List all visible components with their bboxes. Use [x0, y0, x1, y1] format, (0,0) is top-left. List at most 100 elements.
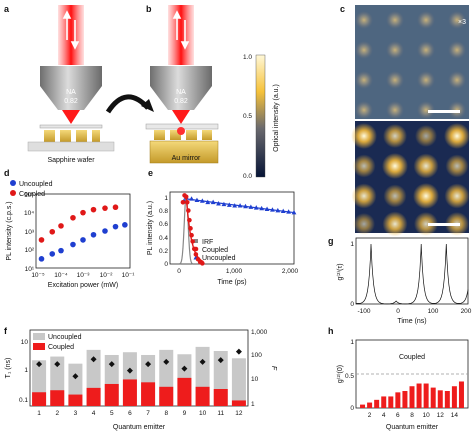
- y2-tick-label: 10: [251, 376, 259, 383]
- emitter-spot: [415, 125, 437, 147]
- spot-grid-bottom: [351, 123, 470, 237]
- panel-e: e 1 0.8 0.6 0.4 0.2 0 0 1,000 2,000 Time…: [147, 168, 299, 286]
- x-tick-label: 9: [183, 410, 187, 417]
- emitter-spot: [448, 41, 466, 59]
- emitter-spot: [444, 123, 470, 149]
- data-point-coupled: [189, 232, 194, 238]
- data-point-coupled: [187, 217, 192, 223]
- panel-g: g 1 0 -100 0 100 200 Time (ns) g⁽²⁾(τ): [328, 236, 472, 325]
- purcell-factor-marker: [108, 361, 115, 368]
- axes-frame: [169, 191, 295, 265]
- x-tick-label: 12: [437, 412, 445, 419]
- x-axis-label: Excitation power (mW): [48, 282, 118, 289]
- data-point-coupled: [38, 237, 45, 243]
- emitter-spot: [351, 183, 377, 209]
- legend-marker-irf: [194, 239, 198, 243]
- y-tick-label: 0.4: [159, 235, 168, 242]
- data-point-coupled: [112, 204, 119, 211]
- emitter-spot: [417, 71, 435, 89]
- emitter-spot: [413, 153, 439, 179]
- substrate-label-a: Sapphire wafer: [47, 157, 95, 164]
- up-down-arrow-icon: [172, 10, 190, 50]
- x-tick-label: 6: [128, 410, 132, 417]
- y-tick-label: 1: [24, 367, 28, 374]
- bar-g2: [444, 391, 450, 408]
- purcell-factor-marker: [90, 356, 97, 363]
- focused-beam: [62, 110, 80, 124]
- colorbar-label: Optical intensity (a.u.): [273, 84, 280, 152]
- chart-annotation: Coupled: [399, 354, 425, 361]
- plot-area: 1 2 3 4 5 6 7 8 9 10 11 12: [32, 346, 246, 417]
- bar-coupled: [104, 383, 119, 406]
- bar-g2: [437, 390, 443, 408]
- data-point-uncoupled: [264, 206, 270, 211]
- legend-label: IRF: [202, 239, 213, 246]
- x-tick-label: 12: [235, 410, 243, 417]
- substrate-label-b: Au mirror: [172, 155, 201, 162]
- x-tick-label: 2: [55, 410, 59, 417]
- magnification-label: ×3: [458, 19, 466, 26]
- panel-a: a NA 0.82 Sapphire wafer: [4, 4, 115, 164]
- emitter-spot: [417, 11, 435, 29]
- y-tick-label: 0: [350, 301, 354, 308]
- y-tick-label: 10⁵: [24, 192, 34, 199]
- bar-coupled: [32, 392, 47, 406]
- objective-na-label: NA: [176, 89, 186, 96]
- axes-frame: [35, 193, 131, 269]
- bar-g2: [416, 383, 422, 408]
- x-axis-label: Time (ps): [217, 279, 246, 286]
- bar-coupled: [213, 389, 228, 406]
- bar-g2: [458, 381, 464, 408]
- y2-tick-label: 1: [251, 401, 255, 408]
- bar-g2: [395, 392, 401, 408]
- legend-label: Uncoupled: [202, 255, 236, 262]
- data-point-coupled: [70, 214, 76, 221]
- bar-g2: [451, 386, 457, 408]
- data-point-coupled: [190, 239, 195, 244]
- panel-f: f 10 1 0.1 1,000 100 10 1 F Quantum emit…: [4, 326, 277, 431]
- y2-tick-label: 100: [251, 352, 262, 359]
- data-point-uncoupled: [112, 223, 119, 230]
- emitter-spot: [383, 184, 407, 208]
- x-tick-label: 4: [382, 412, 386, 419]
- emitter-spot: [448, 11, 466, 29]
- y-tick-label: 0: [350, 405, 354, 412]
- data-point-coupled: [102, 205, 108, 211]
- plot-area: 2 4 6 8 10 12 14: [356, 373, 468, 419]
- objective-na-value: 0.82: [174, 98, 188, 105]
- purcell-factor-marker: [163, 358, 170, 365]
- y-axis-label: PL intensity (a.u.): [147, 201, 154, 255]
- data-point-uncoupled: [232, 203, 238, 208]
- x-axis-label: Quantum emitter: [386, 424, 439, 431]
- data-point-coupled: [193, 252, 199, 257]
- x-tick-label: 10⁻⁴: [54, 272, 68, 279]
- y-tick-label: 1: [350, 241, 354, 248]
- scale-bar: [428, 223, 460, 226]
- emitter-spot: [413, 183, 439, 209]
- x-tick-label: 3: [74, 410, 78, 417]
- emitter-spot: [386, 101, 404, 119]
- x-tick-label: 11: [217, 410, 224, 417]
- data-point-uncoupled: [237, 203, 243, 208]
- bar-g2: [430, 387, 436, 408]
- panel-label-a: a: [4, 4, 10, 14]
- x-tick-label: 14: [451, 412, 459, 419]
- bar-coupled: [122, 379, 137, 406]
- scale-bar: [428, 110, 460, 113]
- objective-top: [40, 66, 102, 86]
- bar-coupled: [177, 377, 192, 406]
- x-tick-label: 10⁻¹: [122, 272, 136, 279]
- panel-d: d 10⁵ 10⁴ 10³ 10² 10¹ 10⁻⁵ 10⁻⁴ 10⁻³ 10⁻…: [4, 168, 135, 289]
- colorbar: [255, 54, 266, 178]
- emitter-spot: [386, 11, 404, 29]
- data-point-coupled: [80, 209, 86, 216]
- x-tick-label: -100: [357, 308, 370, 315]
- legend-label: Coupled: [19, 191, 45, 198]
- data-point-coupled: [183, 194, 189, 200]
- colorbar-tick: 0.5: [243, 113, 252, 120]
- arrow-head-icon: [141, 99, 154, 112]
- x-tick-label: 0: [396, 308, 400, 315]
- bar-g2: [388, 396, 394, 408]
- data-point-uncoupled: [49, 251, 56, 257]
